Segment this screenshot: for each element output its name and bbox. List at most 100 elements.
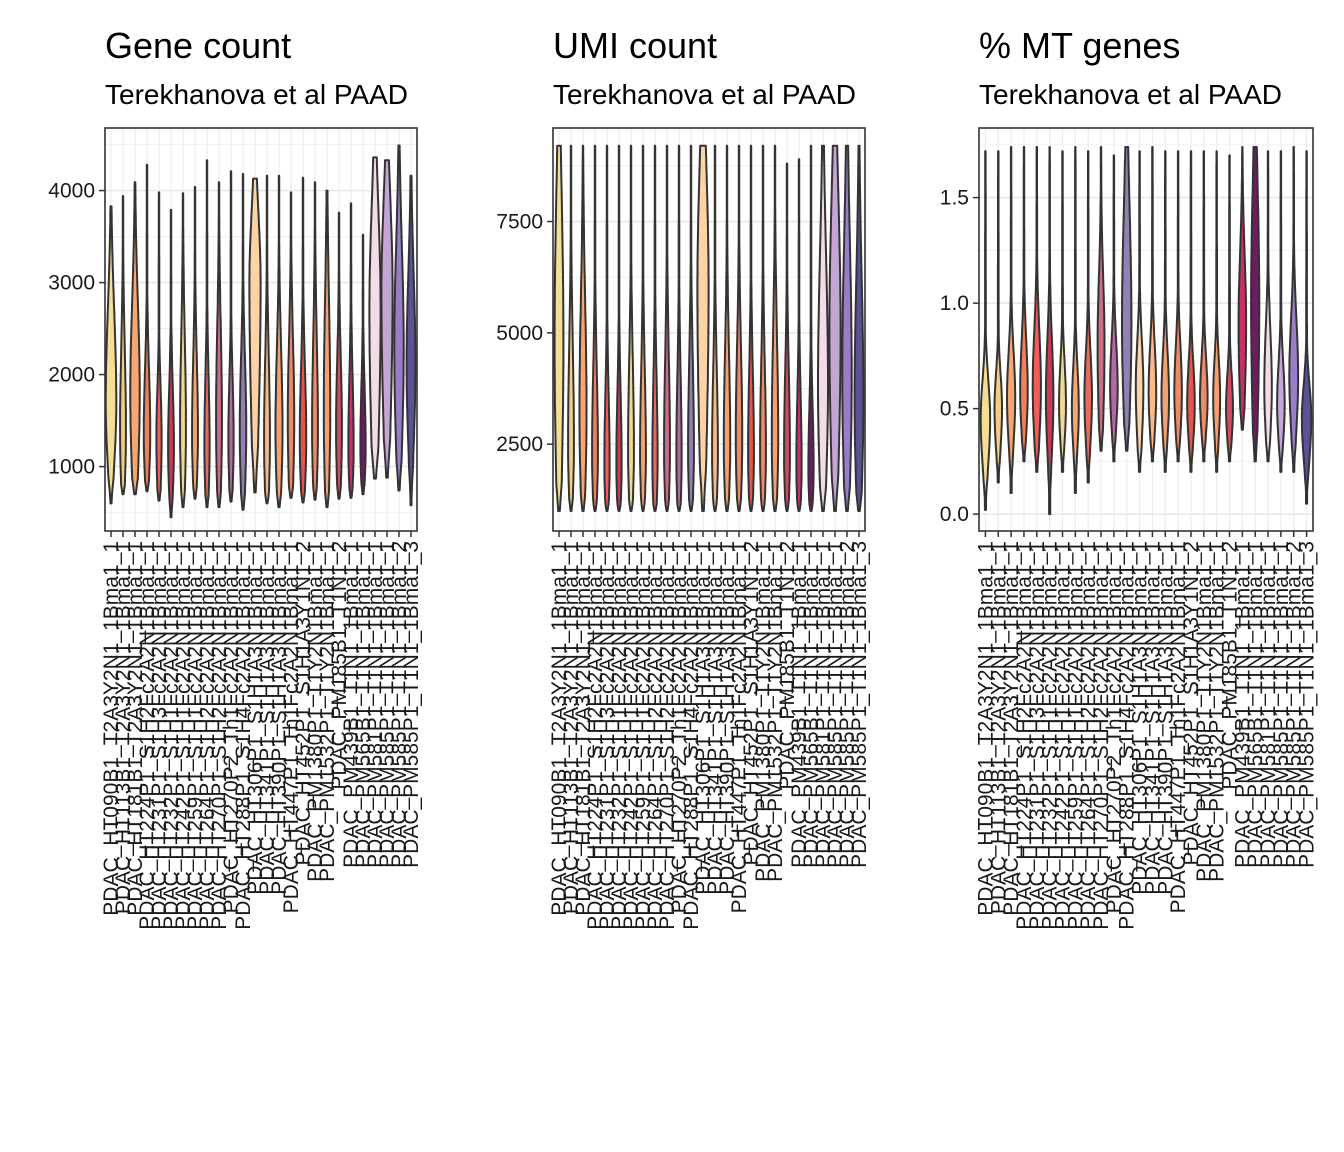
violin [1173, 150, 1183, 463]
violin [227, 170, 235, 503]
x-tick-label: PDAC_HT447P1_Th1Fc2A2N1Bma1_1 [280, 541, 303, 913]
x-tick-label: PDAC_HT090B1_T2A3Y2N1_1Bma1_1 [548, 541, 571, 916]
x-tick-label: PDAC_PM439B1_T1N1_1Bma1_1 [340, 541, 363, 868]
x-tick-label: PDAC_HT452P1_S1H1A3Y1N1_2 [1180, 541, 1203, 866]
x-tick-label: PDAC_HT242P1_S1H1Fc2A2N1Bma1_1 [620, 541, 643, 930]
x-tick-label: PDAC_HT306P1_S1H1A3N1Bma1_1 [244, 541, 267, 895]
x-tick-label: PDAC_HT341P1_S1H1A3N1Bma1_1 [256, 541, 279, 895]
x-tick-label: PDAC_HT288P1_S1H4Fc2A2N1Bma1_1 [1116, 541, 1139, 930]
x-tick-label: PDAC_HT452P1_S1H1A3Y1N1_2 [292, 541, 315, 866]
panel-title: UMI count [553, 25, 717, 66]
violin [1134, 150, 1145, 473]
panel-umi-count: UMI count Terekhanova et al PAAD 2500 500… [496, 25, 871, 930]
violin [1070, 146, 1080, 494]
x-tick-label: PDAC_PM585P1_T1N1_1Bma1_2 [388, 541, 411, 868]
x-tick-label: PDAC_HT264P1_S1H2Fc2A2N1Bma1_1 [196, 541, 219, 930]
x-tick-label: PDAC_HT232P1_S1H1Fc2A2N1Bma1_1 [608, 541, 631, 930]
y-tick-label: 5000 [496, 322, 543, 345]
x-tick-label: PDAC_HT224P1_S1H2Fc2A2N1Bma1_1 [136, 541, 159, 930]
x-tick-label: PDAC_HT270P1_S1H2Fc2A2N1Bma1_1 [656, 541, 679, 930]
x-tick-label: PDAC_HT259P1_S1H1Fc2A2N1Bma1_1 [184, 541, 207, 930]
violin [1044, 146, 1055, 516]
x-tick-label: PDAC_PM585P1_T1N1_1Bma1_2 [1283, 541, 1306, 868]
x-tick-label: PDAC_HT232P1_S1H1Fc2A2N1Bma1_1 [160, 541, 183, 930]
panel-subtitle: Terekhanova et al PAAD [979, 79, 1282, 110]
x-tick-label: PDAC_PM185B1_T1N1_2 [328, 541, 351, 790]
plot-area [979, 128, 1313, 531]
violin [615, 144, 623, 512]
x-tick-label: PDAC_HT270P2_Th1Fc2A2N1Bma1_1 [1103, 541, 1126, 913]
violin [759, 144, 767, 512]
violin [722, 144, 732, 512]
x-tick-label: PDAC_HT232P1_S1H1Fc2A2N1Bma1_1 [1039, 541, 1062, 930]
x-tick-label: PDAC_PM565B1_T1N1_1Bma1_1 [800, 541, 823, 868]
violin [1212, 150, 1222, 473]
violin [841, 144, 853, 512]
violin [155, 191, 163, 502]
x-tick-label: PDAC_PM581P1_T1N1_1Bma1_1 [812, 541, 835, 868]
x-tick-label: PDAC_HT390P1_S1H1A3N1Bma1_1 [268, 541, 291, 895]
y-tick-label: 1.5 [940, 187, 969, 210]
panel-subtitle: Terekhanova et al PAAD [553, 79, 856, 110]
violin [828, 144, 842, 512]
violin [663, 144, 671, 512]
x-tick-label: PDAC_PM439B1_T1N1_1Bma1_1 [788, 541, 811, 868]
violin [263, 174, 271, 505]
x-tick-label: PDAC_HT306P1_S1H1A3N1Bma1_1 [1129, 541, 1152, 895]
violin [248, 177, 262, 494]
x-tick-label: PDAC_HT270P1_S1H2Fc2A2N1Bma1_1 [208, 541, 231, 930]
violin [215, 181, 223, 509]
x-tick-label: PDAC_PM1532P1_T1Y2N1Bma1_1 [1206, 541, 1229, 882]
violin [286, 191, 296, 499]
violin [1019, 146, 1029, 463]
violin [1276, 150, 1286, 473]
plot-border [552, 127, 866, 532]
violin [167, 208, 175, 519]
x-tick-label: PDAC_PM185B1_T1N1_2 [776, 541, 799, 790]
x-tick-label: PDAC_PM581P1_T1N1_1Bma1_1 [1257, 541, 1280, 868]
x-tick-label: PDAC_HT447P1_Th1Fc2A2N1Bma1_1 [1167, 541, 1190, 913]
x-tick-label: PDAC_HT090B1_T2A3Y2N1_1Bma1_1 [974, 541, 997, 916]
violin [1237, 146, 1248, 431]
x-tick-label: PDAC_HT224P1_S1H2Fc2A2N1Bma1_1 [584, 541, 607, 930]
x-tick-label: PDAC_PM565B1_T1N1_1Bma1_1 [1244, 541, 1267, 868]
violin [1300, 150, 1313, 505]
x-tick-label: PDAC_PM581P1_T1N1_1Bma1_1 [364, 541, 387, 868]
x-tick-label: PDAC_PM585P1_T1N1_1Bma1_3 [1296, 541, 1319, 868]
panel-title: Gene count [105, 25, 291, 66]
x-tick-label: PDAC_PM1380P1_T1Y2N1Bma1_1 [752, 541, 775, 882]
y-tick-label: 1000 [48, 456, 95, 479]
x-tick-label: PDAC_HT390P1_S1H1A3N1Bma1_1 [716, 541, 739, 895]
violin [591, 144, 599, 512]
plot-border [104, 127, 418, 532]
violin [203, 159, 211, 509]
x-tick-label: PDAC_HT231P1_S1H3Fc2A2N1Bma1_1 [1026, 541, 1049, 930]
violin [322, 189, 332, 509]
x-tick-label: PDAC_HT341P1_S1H1A3N1Bma1_1 [704, 541, 727, 895]
violin [191, 185, 199, 500]
violin [687, 144, 695, 512]
x-tick-label: PDAC_HT270P1_S1H2Fc2A2N1Bma1_1 [1090, 541, 1113, 930]
violin [238, 173, 248, 511]
x-tick-label: PDAC_HT113B1_T2A3Y2N1_1Bma1_1 [987, 541, 1010, 914]
x-tick-label: PDAC_PM565B1_T1N1_1Bma1_1 [352, 541, 375, 868]
x-tick-label: PDAC_PM1532P1_T1Y2N1Bma1_1 [316, 541, 339, 882]
violin [274, 174, 284, 509]
violin [770, 144, 780, 512]
violin [651, 144, 659, 512]
violin [1147, 146, 1158, 463]
violin [335, 211, 343, 500]
y-tick-label: 1.0 [940, 292, 969, 315]
violin [347, 202, 355, 499]
violin [578, 144, 588, 512]
x-tick-label: PDAC_HT231P1_S1H3Fc2A2N1Bma1_1 [596, 541, 619, 930]
violin [179, 192, 187, 509]
violin [817, 144, 829, 512]
violin [1288, 146, 1300, 473]
x-tick-label: PDAC_HT113B1_T2A3Y2N1_1Bma1_1 [112, 541, 135, 914]
violin [675, 144, 683, 512]
violin [553, 144, 565, 512]
x-tick-label: PDAC_PM585P1_T1N1_1Bma1_3 [400, 541, 423, 868]
violin [1250, 146, 1261, 463]
x-tick-label: PDAC_HT447P1_Th1Fc2A2N1Bma1_1 [728, 541, 751, 913]
